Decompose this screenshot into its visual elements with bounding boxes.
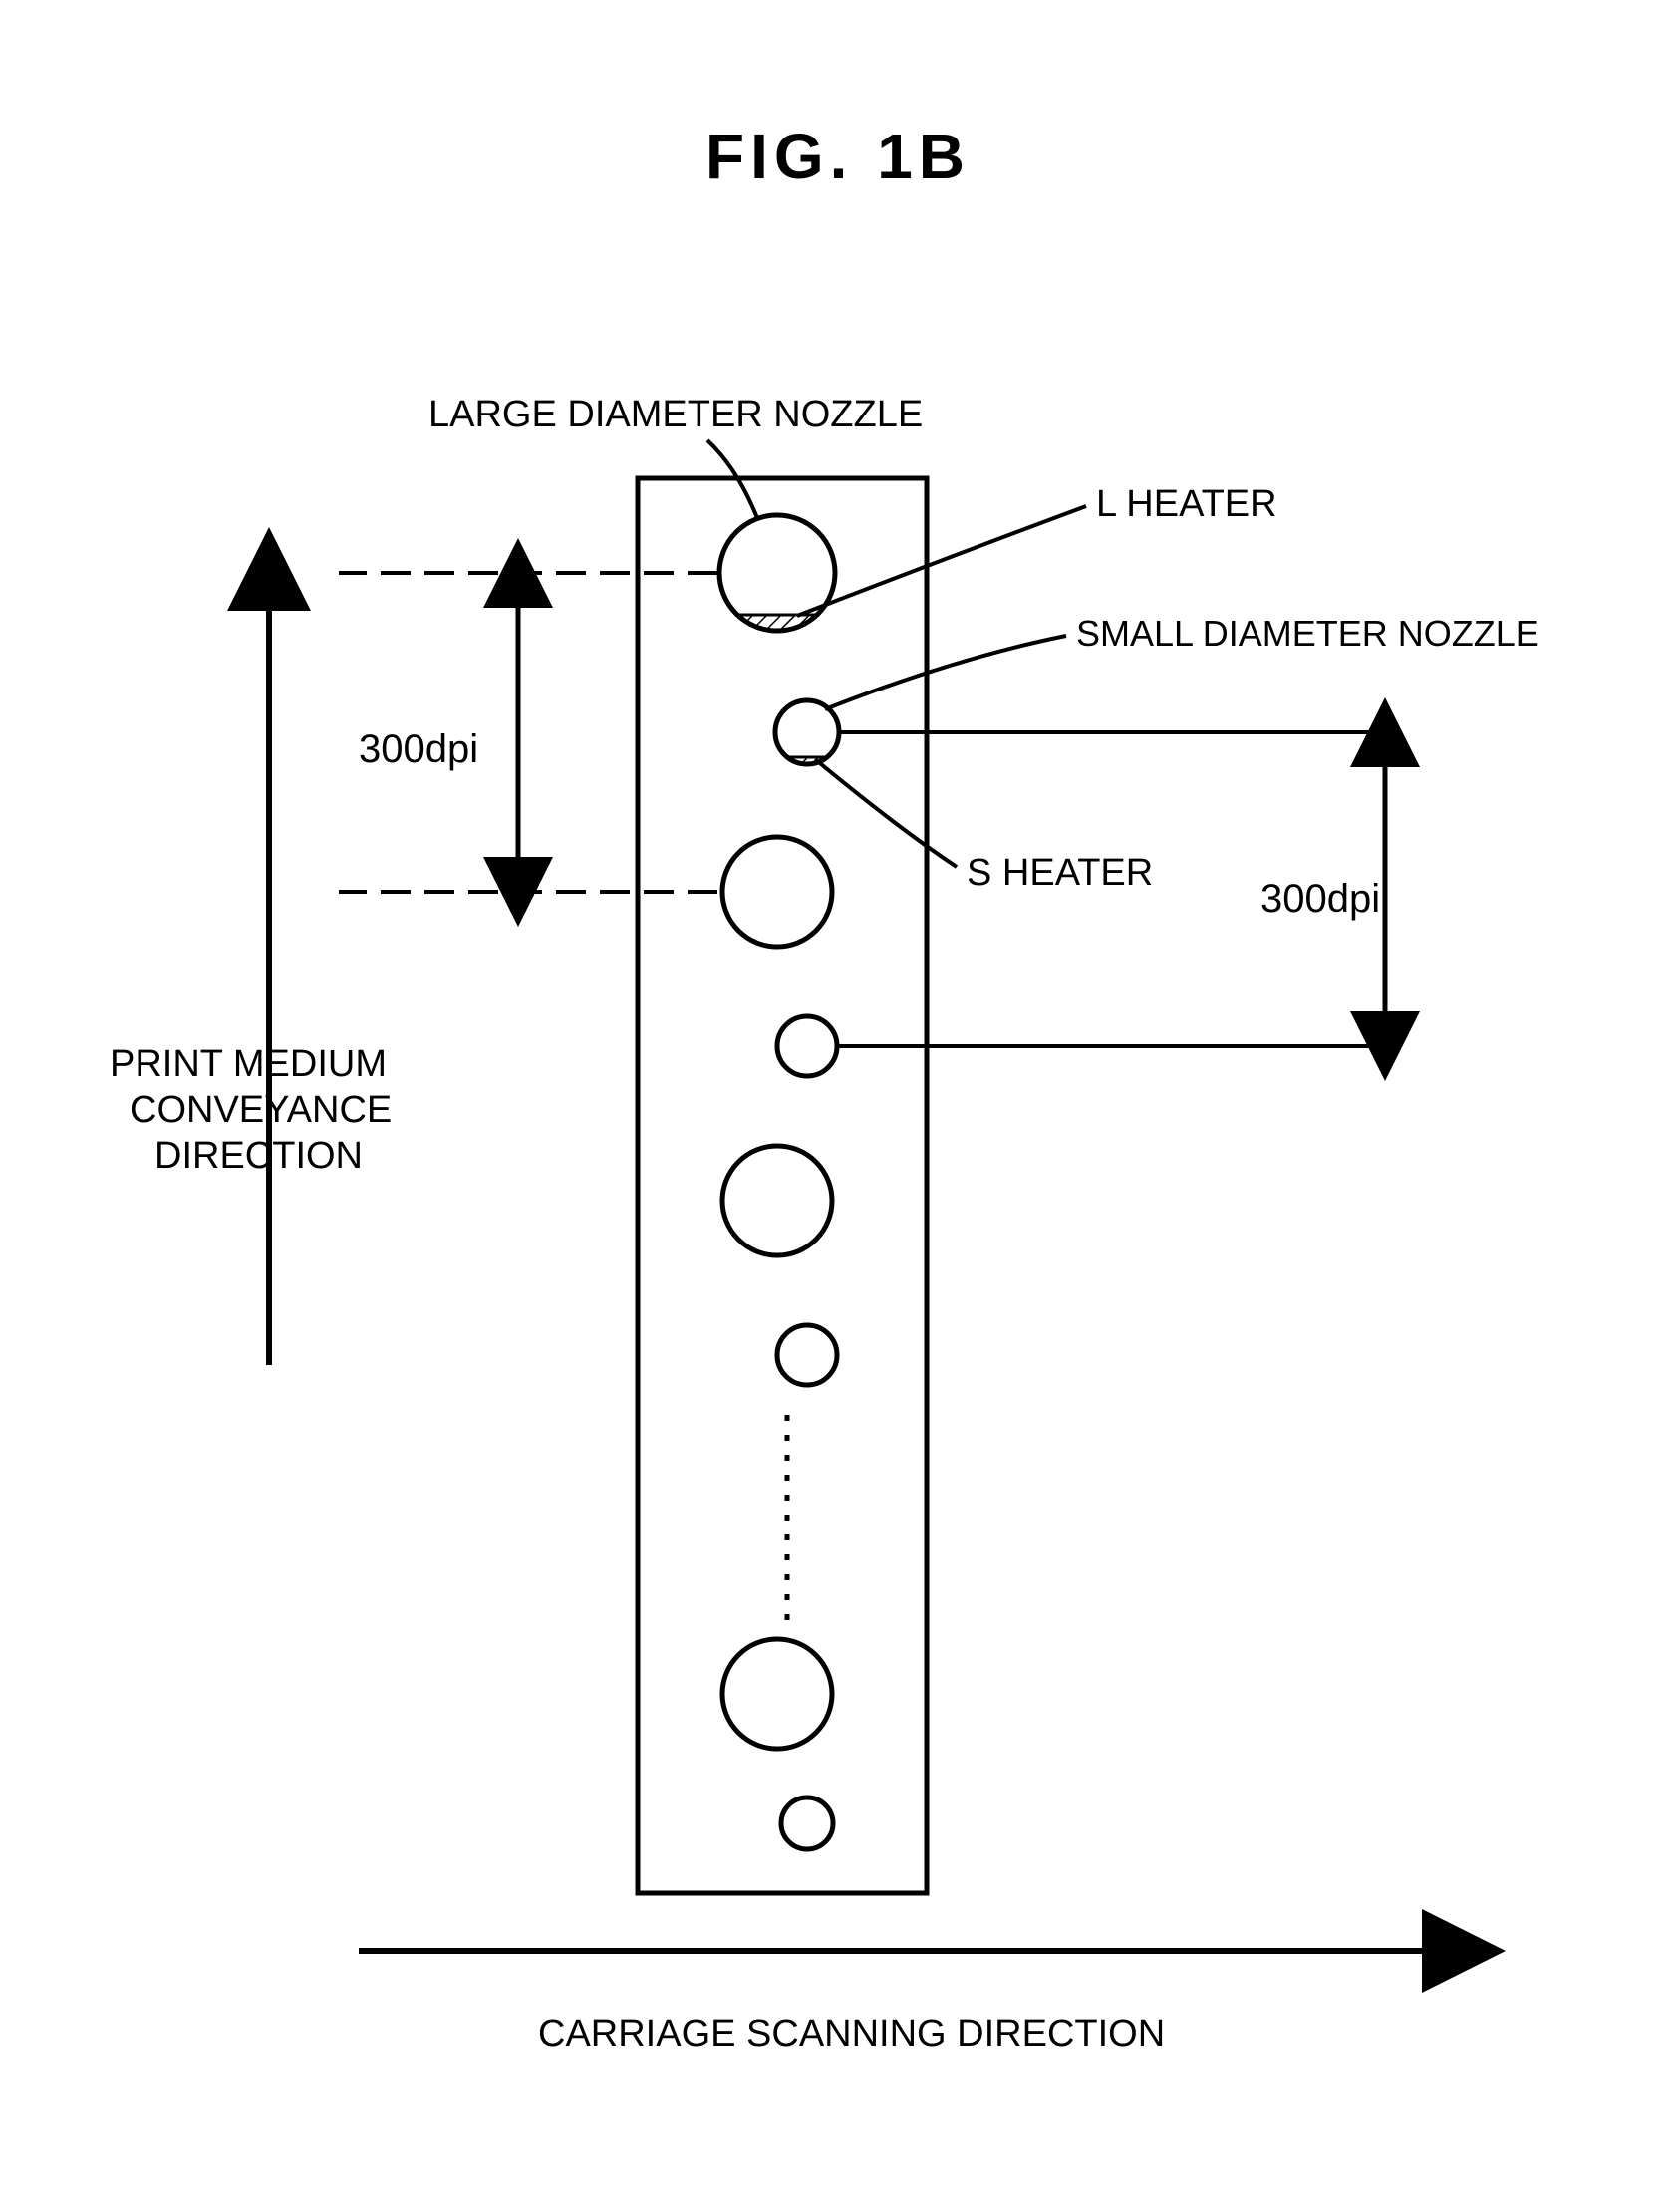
nozzles-group bbox=[719, 515, 839, 1849]
leader-l-heater bbox=[797, 506, 1086, 616]
nozzle-large-2 bbox=[722, 837, 832, 947]
nozzle-small-2 bbox=[777, 1016, 837, 1076]
dimension-left bbox=[339, 573, 717, 892]
diagram-canvas bbox=[0, 0, 1676, 2212]
leader-small-nozzle bbox=[825, 636, 1066, 709]
nozzle-large-3 bbox=[722, 1146, 832, 1255]
callout-leaders bbox=[707, 440, 1086, 867]
nozzle-large-4 bbox=[722, 1639, 832, 1749]
leader-s-heater bbox=[815, 759, 957, 867]
dimension-right bbox=[837, 732, 1395, 1046]
l-heater-hatch bbox=[737, 615, 817, 631]
nozzle-small-4 bbox=[781, 1797, 833, 1849]
nozzle-plate bbox=[638, 478, 927, 1893]
nozzle-small-3 bbox=[777, 1325, 837, 1385]
nozzle-small-1 bbox=[775, 700, 839, 764]
